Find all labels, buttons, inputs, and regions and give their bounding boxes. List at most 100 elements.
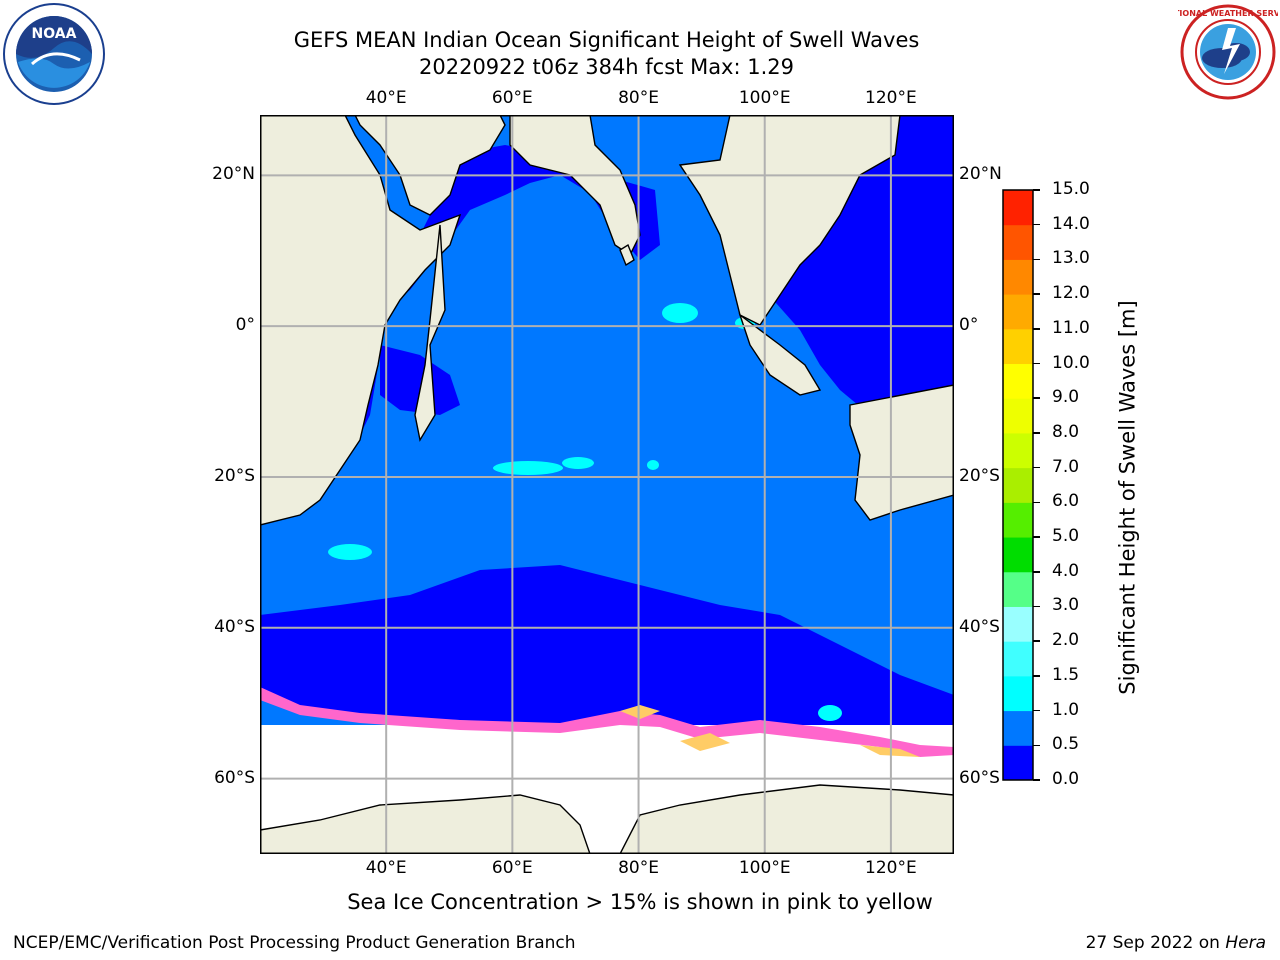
colorbar-tick-mark bbox=[1033, 675, 1040, 677]
colorbar-segment bbox=[1003, 606, 1033, 642]
lat-tick-left: 0° bbox=[235, 315, 255, 336]
sri-lanka bbox=[619, 243, 635, 267]
arabia bbox=[354, 115, 506, 216]
colorbar-segment bbox=[1003, 224, 1033, 260]
lon-tick-bottom: 120°E bbox=[865, 858, 917, 878]
lat-tick-left: 20°N bbox=[212, 164, 255, 185]
map-frame bbox=[260, 115, 954, 854]
colorbar-tick-mark bbox=[1033, 571, 1040, 573]
map-title: GEFS MEAN Indian Ocean Significant Heigh… bbox=[293, 28, 920, 52]
lat-tick-right: 0° bbox=[959, 315, 979, 336]
lat-tick-right: 20°N bbox=[959, 164, 1002, 185]
colorbar-tick: 13.0 bbox=[1052, 248, 1090, 269]
colorbar-segment bbox=[1003, 675, 1033, 712]
lon-tick-bottom: 40°E bbox=[365, 858, 407, 878]
colorbar-segment bbox=[1003, 467, 1033, 503]
colorbar-tick-mark bbox=[1033, 640, 1040, 642]
colorbar-tick: 4.0 bbox=[1052, 560, 1080, 581]
antarctica-west bbox=[260, 794, 591, 854]
nws-logo: NATIONAL WEATHER SERVICE bbox=[1178, 4, 1278, 100]
colorbar-tick-mark bbox=[1033, 466, 1040, 469]
nws-logo-text: NATIONAL WEATHER SERVICE bbox=[1178, 9, 1278, 18]
colorbar-segment bbox=[1003, 502, 1033, 538]
footer-host: Hera bbox=[1225, 933, 1266, 953]
colorbar-tick-mark bbox=[1033, 501, 1040, 504]
lon-tick-top: 60°E bbox=[491, 88, 533, 108]
noaa-logo-text: NOAA bbox=[32, 26, 77, 42]
colorbar-tick-mark bbox=[1033, 744, 1040, 747]
lat-tick-left: 20°S bbox=[214, 465, 255, 486]
colorbar-tick: 0.5 bbox=[1052, 734, 1080, 755]
colorbar-tick-mark bbox=[1033, 189, 1040, 191]
colorbar-tick: 15.0 bbox=[1052, 179, 1090, 199]
colorbar-tick-mark bbox=[1033, 328, 1040, 330]
lon-tick-top: 40°E bbox=[365, 88, 407, 108]
colorbar-segment bbox=[1003, 745, 1033, 781]
lon-tick-top: 80°E bbox=[618, 88, 659, 108]
land bbox=[260, 115, 954, 854]
sea-ice-edge-high bbox=[620, 705, 920, 757]
colorbar-tick-mark bbox=[1033, 362, 1040, 365]
antarctica-east bbox=[619, 784, 954, 854]
noaa-logo: NOAA bbox=[3, 3, 105, 105]
colorbar bbox=[1002, 189, 1034, 781]
colorbar-tick: 9.0 bbox=[1052, 387, 1080, 408]
colorbar-segment bbox=[1003, 190, 1033, 226]
colorbar-tick: 1.5 bbox=[1052, 664, 1080, 685]
colorbar-tick-mark bbox=[1033, 432, 1040, 434]
map-subtitle: 20220922 t06z 384h fcst Max: 1.29 bbox=[419, 55, 794, 79]
lon-tick-top: 120°E bbox=[865, 88, 917, 108]
colorbar-tick: 7.0 bbox=[1052, 456, 1080, 477]
colorbar-tick: 3.0 bbox=[1052, 595, 1080, 616]
colorbar-tick: 11.0 bbox=[1052, 317, 1090, 338]
colorbar-segment bbox=[1003, 641, 1033, 677]
colorbar-tick: 14.0 bbox=[1052, 213, 1090, 234]
colorbar-segment bbox=[1003, 710, 1033, 746]
lat-tick-left: 60°S bbox=[214, 767, 255, 788]
colorbar-label: Significant Height of Swell Waves [m] bbox=[1115, 300, 1140, 695]
southeast-asia bbox=[678, 115, 901, 326]
colorbar-segment bbox=[1003, 398, 1033, 434]
colorbar-tick-mark bbox=[1033, 293, 1040, 295]
colorbar-tick: 12.0 bbox=[1052, 283, 1090, 304]
sea-ice-caption: Sea Ice Concentration > 15% is shown in … bbox=[347, 890, 933, 914]
lon-tick-top: 100°E bbox=[738, 88, 791, 108]
colorbar-tick: 2.0 bbox=[1052, 630, 1080, 651]
colorbar-segment bbox=[1003, 432, 1033, 469]
colorbar-segment bbox=[1003, 259, 1033, 295]
colorbar-tick: 5.0 bbox=[1052, 526, 1080, 547]
colorbar-segment bbox=[1003, 328, 1033, 365]
colorbar-tick: 6.0 bbox=[1052, 491, 1080, 512]
colorbar-tick: 10.0 bbox=[1052, 352, 1090, 373]
lat-tick-right: 20°S bbox=[959, 465, 1000, 486]
footer-date-text: 27 Sep 2022 on bbox=[1085, 933, 1226, 953]
lon-tick-bottom: 80°E bbox=[618, 858, 659, 878]
footer-date: 27 Sep 2022 on Hera bbox=[1086, 933, 1266, 953]
lat-tick-right: 40°S bbox=[959, 616, 1000, 637]
colorbar-tick: 0.0 bbox=[1052, 769, 1080, 789]
lat-tick-left: 40°S bbox=[214, 616, 255, 637]
colorbar-segment bbox=[1003, 571, 1033, 607]
colorbar-tick-mark bbox=[1033, 779, 1040, 781]
swell-map bbox=[260, 115, 954, 854]
colorbar-tick-mark bbox=[1033, 709, 1040, 712]
colorbar-tick: 1.0 bbox=[1052, 699, 1080, 720]
graticule bbox=[260, 115, 954, 854]
lat-tick-right: 60°S bbox=[959, 767, 1000, 788]
colorbar-segment bbox=[1003, 363, 1033, 399]
sumatra bbox=[738, 313, 822, 396]
colorbar-tick-mark bbox=[1033, 258, 1040, 261]
colorbar-tick-mark bbox=[1033, 605, 1040, 608]
colorbar-segment bbox=[1003, 294, 1033, 330]
colorbar-tick-mark bbox=[1033, 397, 1040, 399]
colorbar-tick: 8.0 bbox=[1052, 421, 1080, 442]
lon-tick-bottom: 100°E bbox=[738, 858, 791, 878]
footer-credit: NCEP/EMC/Verification Post Processing Pr… bbox=[13, 933, 576, 953]
colorbar-frame bbox=[1002, 189, 1034, 781]
lon-tick-bottom: 60°E bbox=[491, 858, 533, 878]
madagascar bbox=[414, 224, 446, 442]
colorbar-tick-mark bbox=[1033, 536, 1040, 538]
sea-ice-edge bbox=[260, 687, 954, 757]
colorbar-tick-mark bbox=[1033, 223, 1040, 226]
colorbar-segment bbox=[1003, 537, 1033, 573]
